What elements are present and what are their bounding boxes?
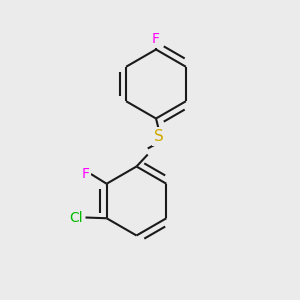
Text: Cl: Cl bbox=[70, 211, 83, 224]
Text: S: S bbox=[154, 129, 164, 144]
Text: F: F bbox=[82, 167, 89, 181]
Text: F: F bbox=[152, 32, 160, 46]
